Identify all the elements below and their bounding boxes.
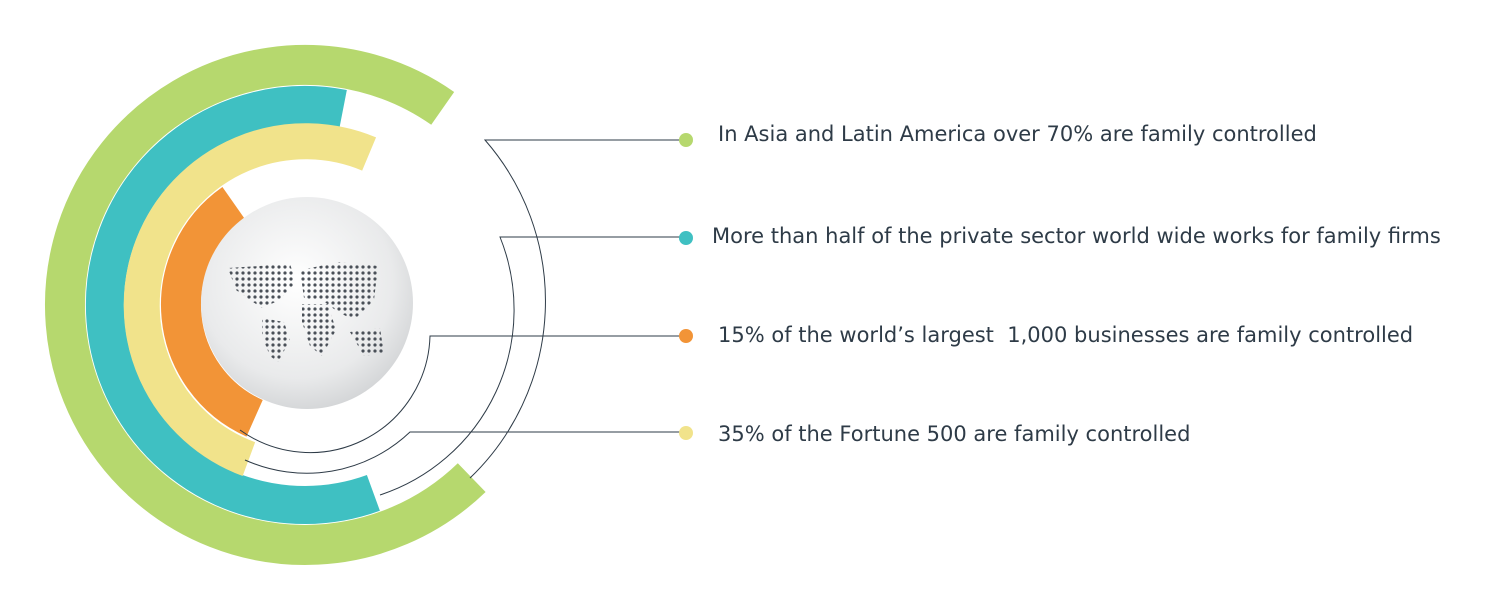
globe xyxy=(201,197,413,409)
connector xyxy=(379,236,686,496)
connector xyxy=(239,335,686,454)
bullet xyxy=(679,426,693,440)
arc-yellow xyxy=(123,123,377,476)
statement: 15% of the world’s largest 1,000 busines… xyxy=(718,323,1413,347)
arc-green xyxy=(44,45,486,565)
connector xyxy=(469,139,686,479)
bullet xyxy=(679,329,693,343)
arc-orange xyxy=(161,187,264,437)
statement: More than half of the private sector wor… xyxy=(712,224,1441,248)
bullet xyxy=(679,133,693,147)
statement: 35% of the Fortune 500 are family contro… xyxy=(718,422,1190,446)
arc-teal xyxy=(85,86,380,524)
bullet xyxy=(679,231,693,245)
world-map xyxy=(228,262,384,362)
connector xyxy=(244,431,686,474)
statement: In Asia and Latin America over 70% are f… xyxy=(718,122,1317,146)
